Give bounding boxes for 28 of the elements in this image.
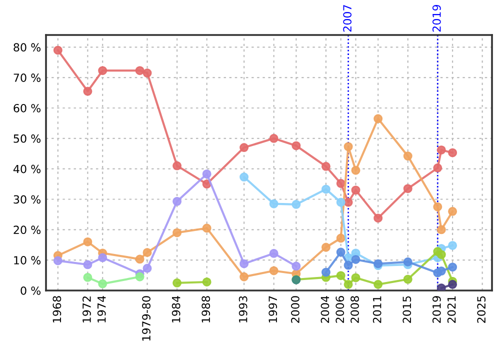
ref-line-label: 2019 [432, 4, 441, 32]
x-tick-label: 2019 [432, 296, 441, 323]
x-tick-label: 1974 [97, 296, 106, 322]
y-tick-label: 60 % [14, 104, 41, 112]
y-tick-label: 80 % [14, 43, 41, 52]
x-tick-label: 1968 [52, 296, 62, 322]
x-tick-label: 1984 [172, 296, 180, 322]
y-tick-label: 20 % [14, 226, 41, 234]
x-tick-label: 2021 [447, 296, 456, 323]
x-tick-label: 1972 [82, 296, 91, 322]
y-tick-label: 40 % [13, 164, 41, 174]
x-tick-label: 1993 [238, 296, 248, 322]
x-tick-label: 1997 [268, 296, 278, 322]
x-tick-label: 1979-80 [142, 296, 150, 341]
x-tick-label: 2004 [320, 296, 330, 323]
y-tick-label: 70 % [14, 74, 41, 82]
x-tick-label: 1988 [202, 296, 210, 322]
x-tick-label: 2000 [290, 296, 300, 323]
y-tick-label: 30 % [14, 195, 41, 204]
x-tick-label: 2006 [336, 296, 344, 323]
y-tick-label: 10 % [14, 256, 41, 264]
y-tick-label: 0 % [20, 286, 41, 295]
x-tick-label: 2008 [350, 296, 359, 323]
x-tick-label: 2015 [402, 296, 412, 323]
x-tick-label: 2011 [372, 296, 382, 323]
x-tick-label: 2025 [477, 296, 486, 323]
y-tick-label: 50 % [14, 134, 41, 143]
ref-line-label: 2007 [343, 5, 352, 32]
